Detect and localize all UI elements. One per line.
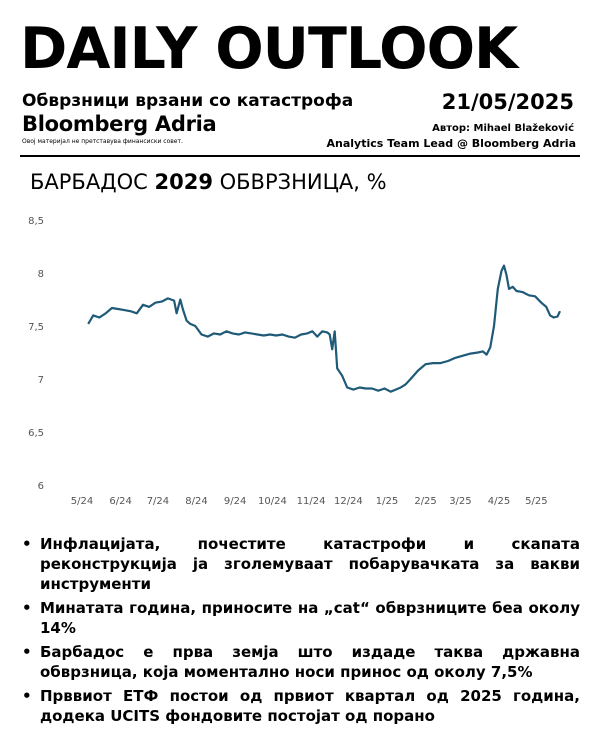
chart-title: БАРБАДОС 2029 ОБВРЗНИЦА, % xyxy=(30,170,387,194)
publication-date: 21/05/2025 xyxy=(441,90,574,114)
chart-title-suffix: ОБВРЗНИЦА, % xyxy=(212,170,387,194)
series-line xyxy=(87,264,561,393)
line-chart: 8,5 8 7,5 7 6,5 6 5/24 6/24 7/24 8/24 9/24 10/24 11… xyxy=(28,216,561,507)
x-tick-label: 8/24 xyxy=(185,496,207,507)
y-tick-label: 8,5 xyxy=(28,216,44,227)
x-tick-label: 5/25 xyxy=(525,496,547,507)
x-tick-label: 5/24 xyxy=(71,496,93,507)
y-tick-label: 7,5 xyxy=(28,322,44,333)
brand-name: Bloomberg Adria xyxy=(22,112,217,136)
chart-title-year: 2029 xyxy=(154,170,213,194)
x-tick-label: 3/25 xyxy=(449,496,471,507)
x-tick-label: 7/24 xyxy=(147,496,169,507)
x-tick-label: 2/25 xyxy=(414,496,436,507)
disclaimer: Овој материјал не претставува финансиски… xyxy=(22,138,183,145)
x-tick-label: 11/24 xyxy=(297,496,326,507)
key-point: Инфлацијата, почестите катастрофи и скап… xyxy=(20,534,580,594)
x-tick-label: 12/24 xyxy=(334,496,363,507)
plot-area xyxy=(87,264,561,393)
author-role: Analytics Team Lead @ Bloomberg Adria xyxy=(326,137,576,150)
x-tick-label: 1/25 xyxy=(376,496,398,507)
y-tick-label: 6 xyxy=(38,481,44,492)
chart-title-prefix: БАРБАДОС xyxy=(30,170,155,194)
key-point: Минатата година, приносите на „cat“ обвр… xyxy=(20,598,580,638)
key-point: Барбадос е прва земја што издаде таква д… xyxy=(20,642,580,682)
y-tick-label: 7 xyxy=(38,375,44,386)
y-axis: 8,5 8 7,5 7 6,5 6 xyxy=(28,216,44,492)
key-points-list: Инфлацијата, почестите катастрофи и скап… xyxy=(20,534,580,730)
subtitle: Обврзници врзани со катастрофа xyxy=(22,91,354,111)
y-tick-label: 6,5 xyxy=(28,428,44,439)
headline: DAILY OUTLOOK xyxy=(20,16,518,82)
divider-top xyxy=(20,155,580,157)
x-tick-label: 9/24 xyxy=(224,496,246,507)
key-point: Прввиот ЕТФ постои од првиот квартал од … xyxy=(20,686,580,726)
x-tick-label: 6/24 xyxy=(109,496,131,507)
x-tick-label: 10/24 xyxy=(258,496,287,507)
author: Автор: Mihael Blažeković xyxy=(432,123,574,134)
x-axis: 5/24 6/24 7/24 8/24 9/24 10/24 11/24 12/24 1/25 2… xyxy=(71,496,548,507)
x-tick-label: 4/25 xyxy=(488,496,510,507)
y-tick-label: 8 xyxy=(38,269,44,280)
